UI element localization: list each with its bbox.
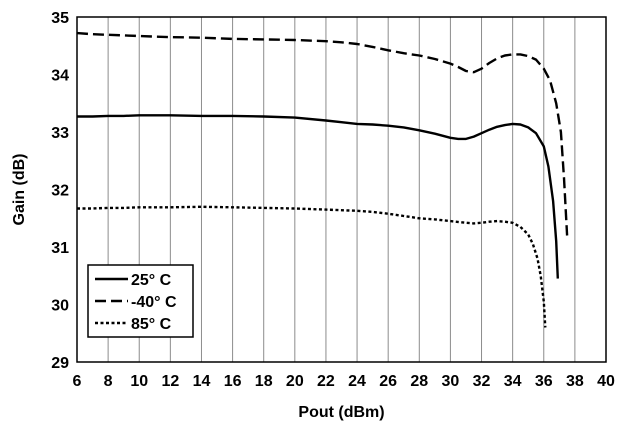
x-axis-label: Pout (dBm): [298, 404, 384, 421]
series-line-1: [76, 31, 569, 236]
x-tick-label: 38: [566, 373, 584, 390]
legend-label-1: -40° C: [131, 294, 177, 311]
x-tick-label: 8: [104, 373, 113, 390]
x-tick-label: 14: [193, 373, 211, 390]
x-tick-label: 36: [535, 373, 553, 390]
plot-frame: [76, 16, 607, 363]
y-tick-label: 33: [51, 125, 69, 142]
x-tick-label: 24: [348, 373, 366, 390]
x-tick-labels: 6 8 10 12 14 16 18 20 22 24 26 28 30 32 34 36 38 40: [73, 373, 615, 390]
y-tick-labels: 29 30 31 32 33 34 35: [51, 10, 69, 372]
y-tick-label: 34: [51, 68, 69, 85]
y-tick-label: 30: [51, 298, 69, 315]
y-tick-label: 32: [51, 183, 69, 200]
x-tick-label: 40: [597, 373, 615, 390]
y-tick-label: 31: [51, 240, 69, 257]
x-tick-label: 6: [73, 373, 82, 390]
series-line-2: [77, 205, 547, 328]
x-tick-label: 18: [255, 373, 273, 390]
x-tick-label: 34: [504, 373, 522, 390]
y-tick-label: 35: [51, 10, 69, 27]
legend: 25° C -40° C 85° C: [87, 264, 194, 338]
x-tick-label: 10: [130, 373, 148, 390]
x-tick-label: 28: [410, 373, 428, 390]
y-tick-label: 29: [51, 355, 69, 372]
legend-label-0: 25° C: [131, 272, 172, 289]
series-layer: [76, 31, 569, 328]
y-axis-label: Gain (dB): [11, 154, 28, 226]
grid-lines: [107, 17, 576, 362]
x-tick-label: 26: [379, 373, 397, 390]
series-line-0: [77, 114, 559, 279]
legend-label-2: 85° C: [131, 316, 172, 333]
x-tick-label: 30: [442, 373, 460, 390]
x-tick-label: 20: [286, 373, 304, 390]
x-tick-label: 32: [473, 373, 491, 390]
x-tick-label: 12: [161, 373, 179, 390]
x-tick-label: 22: [317, 373, 335, 390]
x-tick-label: 16: [224, 373, 242, 390]
